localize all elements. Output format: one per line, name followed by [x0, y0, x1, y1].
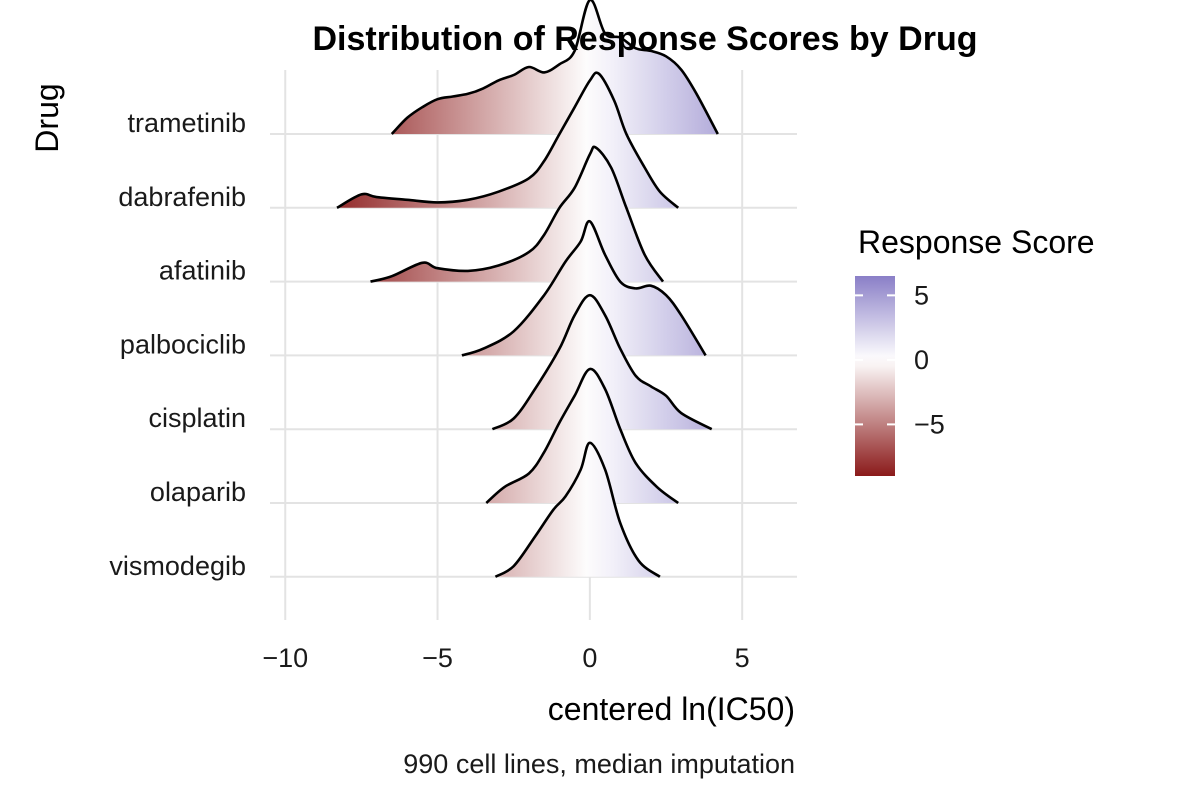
ridge-cisplatin — [491, 293, 713, 431]
x-axis-label: centered ln(IC50) — [548, 691, 795, 727]
ridge-vismodegib — [494, 441, 661, 578]
x-axis: −10 −5 0 5 — [262, 643, 749, 673]
y-tick-label-afatinib: afatinib — [159, 256, 246, 286]
y-tick-label-vismodegib: vismodegib — [109, 551, 246, 581]
y-tick-label-trametinib: trametinib — [127, 108, 246, 138]
y-tick-label-cisplatin: cisplatin — [148, 403, 246, 433]
y-tick-label-olaparib: olaparib — [150, 477, 246, 507]
ridge-line-olaparib — [485, 367, 679, 505]
x-tick-label: −5 — [422, 643, 453, 673]
y-axis-label: Drug — [29, 83, 65, 152]
ridge-line-trametinib — [390, 0, 719, 135]
y-tick-label-palbociclib: palbociclib — [120, 329, 246, 359]
legend-tick-label: 0 — [914, 345, 929, 375]
legend-tick-label: 5 — [914, 280, 929, 310]
legend: Response Score 5 0 −5 — [855, 224, 1095, 476]
ridge-line-afatinib — [370, 145, 665, 283]
x-tick-label: 5 — [735, 643, 750, 673]
ridge-line-dabrafenib — [336, 71, 680, 209]
ridge-line-vismodegib — [494, 441, 661, 578]
ridge-palbociclib — [461, 220, 707, 357]
ridge-line-cisplatin — [491, 293, 713, 431]
legend-ticks: 5 0 −5 — [855, 280, 945, 439]
ridge-fill-vismodegib — [495, 442, 660, 577]
legend-title: Response Score — [858, 224, 1095, 260]
ridge-olaparib — [485, 367, 679, 505]
ridge-fill-cisplatin — [492, 295, 712, 430]
chart-title: Distribution of Response Scores by Drug — [313, 20, 978, 58]
y-axis: trametinib dabrafenib afatinib palbociclib c… — [109, 108, 246, 581]
caption: 990 cell lines, median imputation — [403, 749, 795, 779]
legend-tick-label: −5 — [914, 409, 945, 439]
x-tick-label: 0 — [582, 643, 597, 673]
legend-colorbar — [855, 276, 895, 476]
x-tick-label: −10 — [262, 643, 308, 673]
ridge-trametinib — [390, 0, 719, 135]
ridge-layer — [336, 0, 719, 578]
ridge-fill-trametinib — [391, 0, 718, 134]
y-tick-label-dabrafenib: dabrafenib — [118, 182, 246, 212]
ridge-line-palbociclib — [461, 220, 707, 357]
ridge-fill-palbociclib — [461, 221, 706, 356]
